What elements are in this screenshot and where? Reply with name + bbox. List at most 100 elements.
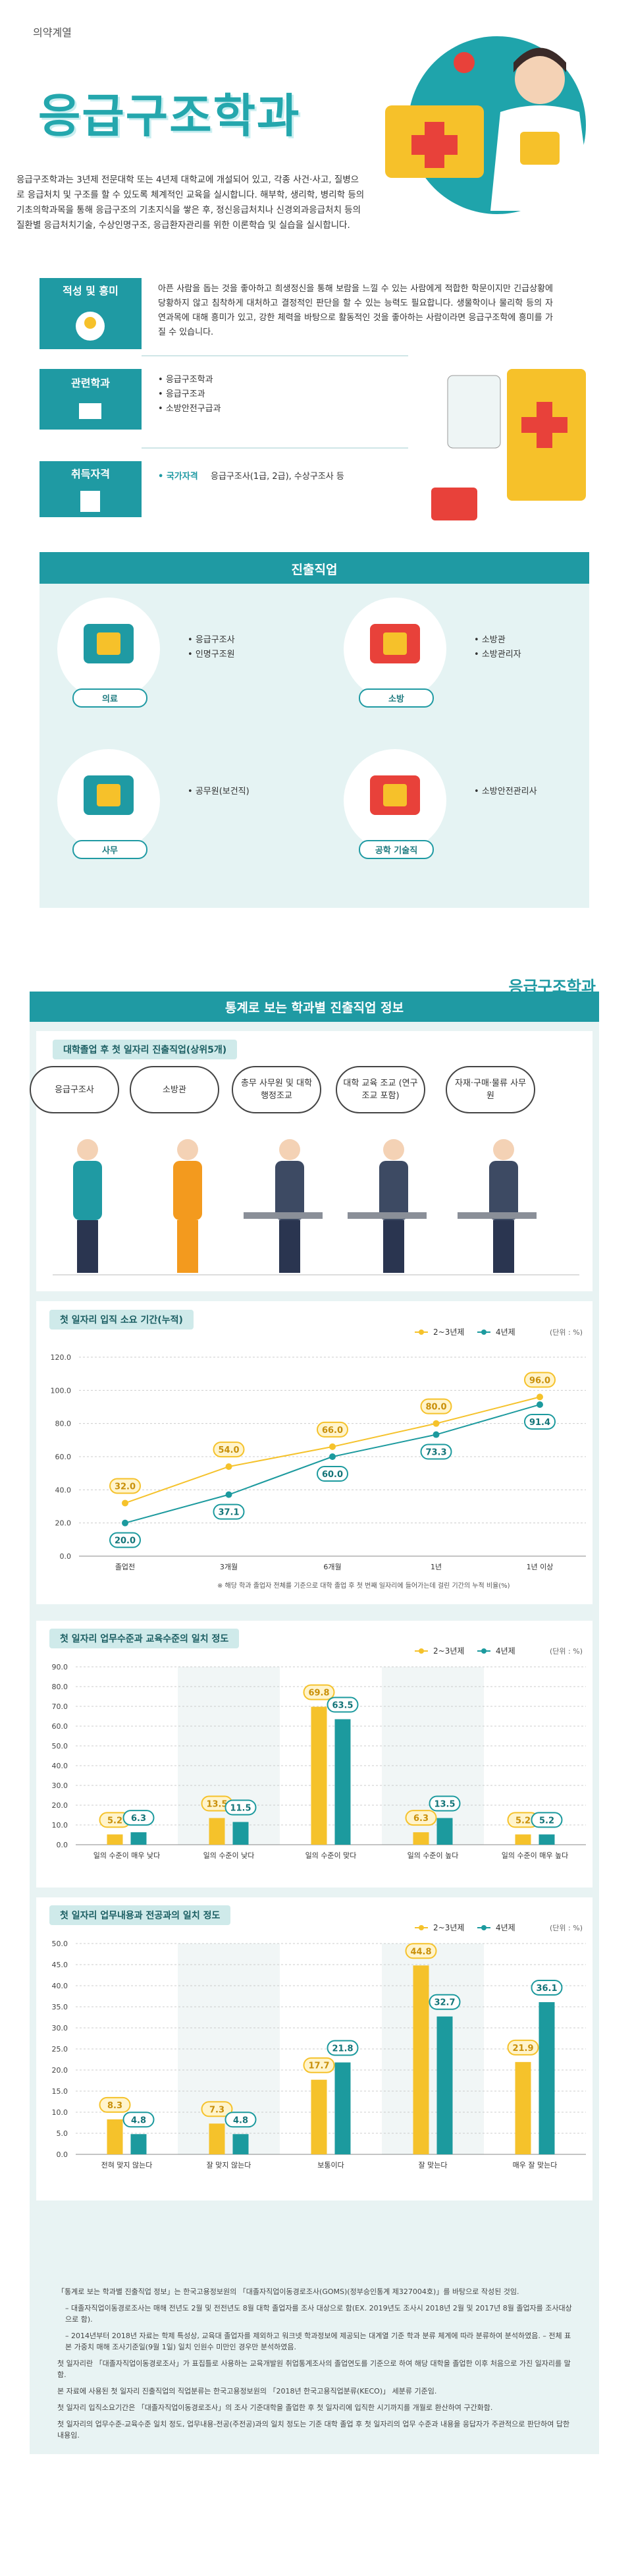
- value-box: [524, 1372, 556, 1388]
- point: [433, 1431, 440, 1438]
- value-label: 36.1: [536, 1984, 557, 1994]
- figure-head: [383, 1139, 404, 1160]
- desk: [458, 1212, 537, 1219]
- aptitude-text: 아픈 사람을 돕는 것을 좋아하고 희생정신을 통해 보람을 느낄 수 있는 사…: [158, 284, 553, 337]
- value-box: [420, 1443, 452, 1460]
- value-label: 11.5: [230, 1804, 251, 1814]
- bar: [311, 2079, 327, 2154]
- x-tick-label: 잘 맞는다: [419, 2161, 448, 2170]
- y-tick-label: 20.0: [52, 2066, 68, 2075]
- bar: [311, 1706, 327, 1845]
- x-tick-label: 1년: [431, 1563, 442, 1571]
- bar: [515, 1834, 531, 1845]
- figure-legs: [383, 1220, 404, 1273]
- career-label: 공학 기술직: [359, 840, 434, 859]
- career-label: 의료: [72, 688, 147, 708]
- value-label: 6.3: [413, 1814, 429, 1824]
- stats-title: 통계로 보는 학과별 진출직업 정보: [224, 1001, 404, 1015]
- value-box: [327, 1696, 359, 1713]
- x-tick-label: 일의 수준이 매우 높다: [502, 1851, 569, 1860]
- y-tick-label: 0.0: [57, 2150, 68, 2159]
- value-box: [524, 1413, 556, 1430]
- unit-label: (단위 : %): [550, 1328, 583, 1337]
- career-job-text: 소방안전관리사: [481, 787, 537, 797]
- value-label: 21.9: [512, 2044, 533, 2054]
- note: 첫 일자리 입직소요기간은 「대졸자직업이동경로조사」의 조사 기준대학을 졸업…: [57, 2403, 493, 2412]
- careers-title: 진출직업: [291, 563, 338, 577]
- legend-dot: [481, 1330, 487, 1335]
- chart-title: 첫 일자리 업무수준과 교육수준의 일치 정도: [49, 1629, 240, 1648]
- figure-legs: [177, 1220, 198, 1273]
- label-box: [40, 369, 142, 430]
- column-bg: [178, 1667, 280, 1845]
- value-box: [429, 1994, 461, 2010]
- note: 「통계로 보는 학과별 진출직업 정보」는 한국고용정보원의 「대졸자직업이동경…: [57, 2287, 519, 2296]
- stats-title-bar: [30, 992, 599, 1022]
- bar: [232, 1822, 249, 1845]
- career-job-text: 인명구조원: [195, 650, 235, 659]
- value-box: [327, 2040, 359, 2056]
- career-icon: [383, 632, 407, 655]
- bar: [209, 2123, 225, 2154]
- related-item: • 응급구조과: [158, 387, 221, 402]
- figure-body: [489, 1161, 518, 1220]
- legend-label: 4년제: [496, 1923, 515, 1932]
- point: [537, 1401, 543, 1408]
- figure-head: [177, 1139, 198, 1160]
- category: 의약계열: [33, 26, 72, 39]
- career-job: • 소방안전관리사: [474, 787, 537, 797]
- bottle: [431, 488, 477, 520]
- value-label: 13.5: [206, 1800, 227, 1810]
- bar: [413, 1965, 429, 2154]
- y-tick-label: 80.0: [55, 1420, 72, 1428]
- x-tick-label: 6개월: [323, 1563, 341, 1571]
- y-tick-label: 70.0: [52, 1702, 68, 1711]
- legend-dot: [419, 1925, 424, 1930]
- y-tick-label: 0.0: [60, 1552, 72, 1561]
- value-label: 6.3: [131, 1814, 146, 1824]
- bar: [107, 2119, 123, 2154]
- value-label: 32.7: [434, 1998, 455, 2008]
- value-box: [99, 2096, 131, 2113]
- bar: [539, 2002, 555, 2154]
- series-line: [124, 1396, 540, 1504]
- career-label: 사무: [72, 840, 147, 859]
- note: – 대졸자직업이동경로조사는 매해 전년도 2월 및 전전년도 8월 대학 졸업…: [65, 2304, 572, 2324]
- value-label: 44.8: [410, 1947, 431, 1957]
- point: [122, 1499, 128, 1507]
- bar: [436, 2016, 453, 2154]
- value-label: 20.0: [115, 1536, 136, 1546]
- y-tick-label: 10.0: [52, 2108, 68, 2117]
- y-tick-label: 120.0: [51, 1353, 72, 1362]
- y-tick-label: 60.0: [55, 1453, 72, 1461]
- related-text: 소방안전구급과: [165, 404, 221, 414]
- career-job-text: 소방관리자: [481, 650, 521, 659]
- y-tick-label: 20.0: [52, 1801, 68, 1810]
- value-box: [303, 2057, 335, 2073]
- figure-legs: [279, 1220, 300, 1273]
- career-icon: [383, 784, 407, 806]
- chart-note: ※ 해당 학과 졸업자 전체를 기준으로 대학 졸업 후 첫 번째 일자리에 들…: [217, 1582, 510, 1590]
- value-box: [224, 1799, 257, 1816]
- value-label: 73.3: [425, 1448, 446, 1458]
- legend-dot: [419, 1648, 424, 1654]
- career-job: • 인명구조원: [188, 650, 235, 659]
- value-label: 7.3: [209, 2105, 224, 2115]
- legend-label: 4년제: [496, 1328, 515, 1337]
- point: [225, 1491, 232, 1498]
- career-label: 소방: [359, 688, 434, 708]
- value-label: 69.8: [308, 1689, 329, 1698]
- figure-body: [173, 1161, 202, 1220]
- value-box: [109, 1478, 141, 1494]
- bullet: •: [158, 375, 166, 385]
- value-box: [317, 1466, 348, 1482]
- value-label: 4.8: [131, 2115, 146, 2125]
- figure-head: [77, 1139, 98, 1160]
- value-box: [201, 2101, 233, 2117]
- unit-label: (단위 : %): [550, 1647, 583, 1656]
- x-tick-label: 3개월: [220, 1563, 238, 1571]
- hero-kit: [520, 132, 560, 165]
- value-box: [429, 1795, 461, 1812]
